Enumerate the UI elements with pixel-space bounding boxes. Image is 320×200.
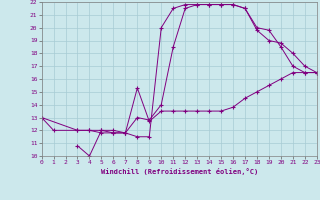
X-axis label: Windchill (Refroidissement éolien,°C): Windchill (Refroidissement éolien,°C) [100, 168, 258, 175]
